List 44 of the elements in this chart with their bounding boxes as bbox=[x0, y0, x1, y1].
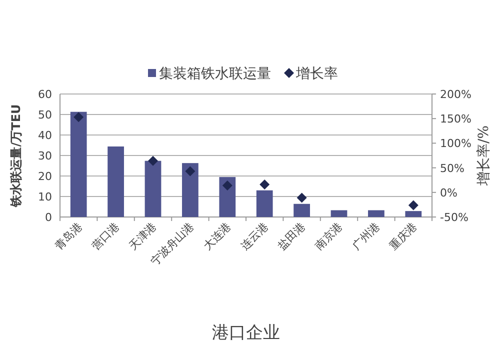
bar bbox=[330, 210, 348, 217]
y2-axis-title: 增长率/% bbox=[476, 125, 492, 187]
x-tick-label: 天津港 bbox=[126, 220, 160, 252]
x-axis-title: 港口企业 bbox=[212, 323, 280, 343]
y2-tick-label: 0% bbox=[440, 186, 458, 200]
point bbox=[260, 180, 270, 190]
point bbox=[74, 112, 84, 122]
y-tick-label: 60 bbox=[38, 88, 52, 101]
y-tick-label: 0 bbox=[45, 211, 52, 224]
y2-tick-label: 200% bbox=[440, 88, 472, 101]
x-tick-label: 重庆港 bbox=[386, 220, 420, 252]
x-tick-label: 营口港 bbox=[89, 220, 122, 252]
y2-tick-label: 50% bbox=[440, 162, 464, 175]
y-tick-label: 40 bbox=[38, 129, 52, 142]
point bbox=[408, 200, 418, 210]
y-tick-label: 20 bbox=[38, 170, 52, 183]
bar bbox=[405, 211, 422, 217]
bar bbox=[256, 190, 273, 217]
legend-label: 增长率 bbox=[295, 66, 338, 82]
point bbox=[148, 156, 158, 166]
y2-tick-label: 100% bbox=[440, 137, 472, 150]
bar bbox=[108, 146, 124, 217]
bar bbox=[182, 163, 198, 217]
x-tick-label: 连云港 bbox=[238, 220, 271, 252]
y2-tick-label: 150% bbox=[440, 112, 472, 126]
bar bbox=[294, 204, 310, 217]
y-axis-title: 铁水联运量/万TEU bbox=[9, 104, 23, 208]
y-tick-label: 10 bbox=[38, 190, 52, 204]
point bbox=[296, 192, 307, 203]
bar bbox=[144, 160, 162, 217]
bar bbox=[368, 210, 384, 217]
y2-tick-label: -50% bbox=[440, 211, 468, 224]
x-tick-label: 盐田港 bbox=[275, 220, 308, 252]
y-tick-label: 30 bbox=[38, 150, 52, 162]
bar bbox=[219, 177, 236, 217]
x-tick-label: 大连港 bbox=[200, 220, 234, 252]
x-tick-label: 南京港 bbox=[312, 220, 346, 252]
point bbox=[222, 180, 232, 191]
x-tick-label: 青岛港 bbox=[52, 220, 85, 252]
legend-label: 集装箱铁水联运量 bbox=[159, 66, 271, 82]
y-tick-label: 50 bbox=[38, 108, 52, 122]
bar bbox=[70, 112, 87, 217]
x-tick-label: 广州港 bbox=[350, 220, 382, 252]
point bbox=[185, 166, 196, 176]
